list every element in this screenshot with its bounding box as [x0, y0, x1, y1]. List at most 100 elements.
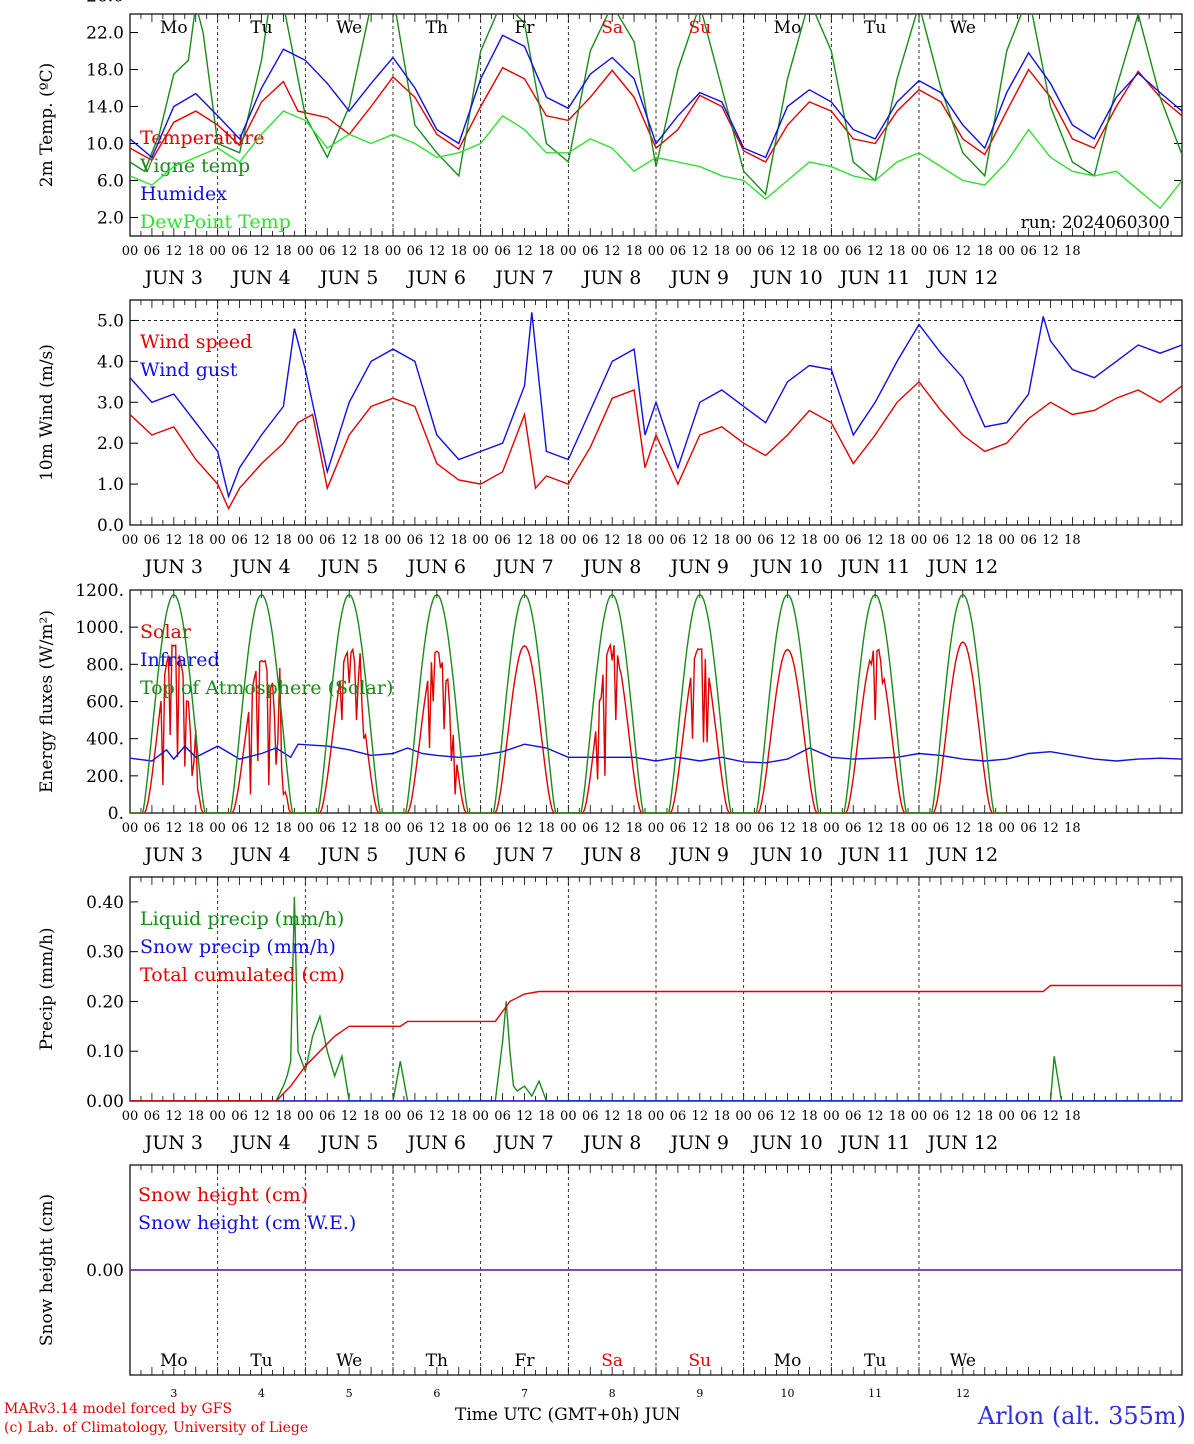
hour-label: 06	[144, 1109, 161, 1124]
hour-label: 12	[779, 533, 796, 548]
date-label: JUN 7	[493, 1132, 553, 1154]
date-label: JUN 4	[230, 844, 290, 866]
hour-label: 06	[670, 244, 687, 259]
day-name: Tu	[864, 1351, 886, 1371]
day-number: 6	[433, 1387, 440, 1400]
series-line	[130, 66, 1182, 163]
day-name: Th	[426, 18, 448, 38]
y-tick-label: 0.20	[86, 992, 124, 1012]
hour-label: 00	[998, 244, 1015, 259]
hour-label: 00	[297, 1109, 314, 1124]
legend-entry: Total cumulated (cm)	[140, 964, 345, 986]
date-label: JUN 6	[406, 844, 466, 866]
hour-label: 18	[187, 244, 204, 259]
y-tick-label: 1200.	[75, 581, 124, 601]
hour-label: 00	[735, 1109, 752, 1124]
hour-label: 12	[516, 244, 533, 259]
hour-label: 18	[626, 244, 643, 259]
y-tick-label: 5.0	[97, 311, 124, 331]
y-tick-label: 800.	[86, 655, 124, 675]
y-tick-label: 3.0	[97, 393, 124, 413]
hour-label: 06	[933, 1109, 950, 1124]
hour-label: 12	[692, 1109, 709, 1124]
hour-label: 06	[231, 821, 248, 836]
hour-label: 06	[319, 1109, 336, 1124]
hour-label: 12	[692, 244, 709, 259]
date-label: JUN 11	[838, 267, 910, 289]
hour-label: 12	[955, 821, 972, 836]
date-label: JUN 7	[493, 556, 553, 578]
hour-label: 00	[297, 821, 314, 836]
hour-label: 06	[845, 244, 862, 259]
y-tick-label: 18.0	[86, 61, 124, 81]
hour-label: 00	[297, 533, 314, 548]
hour-label: 12	[604, 533, 621, 548]
legend-entry: Snow height (cm)	[138, 1184, 308, 1206]
hour-label: 18	[626, 821, 643, 836]
hour-label: 18	[626, 1109, 643, 1124]
hour-label: 12	[955, 244, 972, 259]
hour-label: 00	[911, 1109, 928, 1124]
hour-label: 18	[538, 533, 555, 548]
hour-label: 00	[823, 1109, 840, 1124]
date-label: JUN 8	[581, 267, 641, 289]
series-line	[130, 641, 1007, 813]
series-line	[130, 984, 1182, 1101]
hour-label: 12	[253, 1109, 270, 1124]
date-label: JUN 8	[581, 844, 641, 866]
hour-label: 12	[166, 533, 183, 548]
day-number: 3	[170, 1387, 177, 1400]
hour-label: 06	[407, 533, 424, 548]
series-line	[130, 743, 1182, 764]
y-tick-label: 2.0	[97, 434, 124, 454]
date-label: JUN 9	[669, 556, 729, 578]
date-label: JUN 8	[581, 556, 641, 578]
hour-label: 12	[1042, 533, 1059, 548]
hour-label: 12	[429, 244, 446, 259]
hour-label: 00	[998, 533, 1015, 548]
day-name: Sa	[601, 18, 623, 38]
run-label: run: 2024060300	[1021, 213, 1170, 233]
hour-label: 00	[911, 533, 928, 548]
hour-label: 00	[998, 821, 1015, 836]
y-axis-title: Snow height (cm)	[37, 1194, 57, 1346]
date-label: JUN 9	[669, 267, 729, 289]
day-name: Tu	[864, 18, 886, 38]
hour-label: 12	[1042, 1109, 1059, 1124]
hour-label: 00	[122, 533, 139, 548]
hour-label: 00	[823, 244, 840, 259]
hour-label: 00	[648, 244, 665, 259]
hour-label: 06	[407, 1109, 424, 1124]
hour-label: 12	[604, 1109, 621, 1124]
day-number: 4	[258, 1387, 265, 1400]
hour-label: 06	[319, 244, 336, 259]
hour-label: 06	[407, 244, 424, 259]
hour-label: 00	[560, 821, 577, 836]
hour-label: 06	[144, 821, 161, 836]
day-name: Su	[689, 18, 712, 38]
y-tick-label: 0.00	[86, 1092, 124, 1112]
hour-label: 18	[1064, 821, 1081, 836]
date-label: JUN 12	[926, 556, 998, 578]
legend-entry: Snow precip (mm/h)	[140, 936, 336, 958]
y-tick-label: 2.0	[97, 209, 124, 229]
hour-label: 18	[801, 821, 818, 836]
legend-entry: Temperature	[140, 127, 264, 149]
date-label: JUN 5	[318, 844, 378, 866]
date-label: JUN 6	[406, 556, 466, 578]
hour-label: 12	[1042, 244, 1059, 259]
hour-label: 18	[1064, 533, 1081, 548]
hour-label: 00	[998, 1109, 1015, 1124]
hour-label: 06	[1020, 821, 1037, 836]
hour-label: 18	[450, 533, 467, 548]
hour-label: 00	[472, 821, 489, 836]
hour-label: 06	[1020, 244, 1037, 259]
panel-snow: 0.00 Snow height (cm) Snow height (cm) Snow…	[37, 1164, 1183, 1400]
y-tick-label: 600.	[86, 693, 124, 713]
day-number: 9	[696, 1387, 703, 1400]
hour-label: 06	[757, 1109, 774, 1124]
y-axis-title: 2m Temp. (ºC)	[37, 63, 57, 188]
day-name: Sa	[601, 1351, 623, 1371]
